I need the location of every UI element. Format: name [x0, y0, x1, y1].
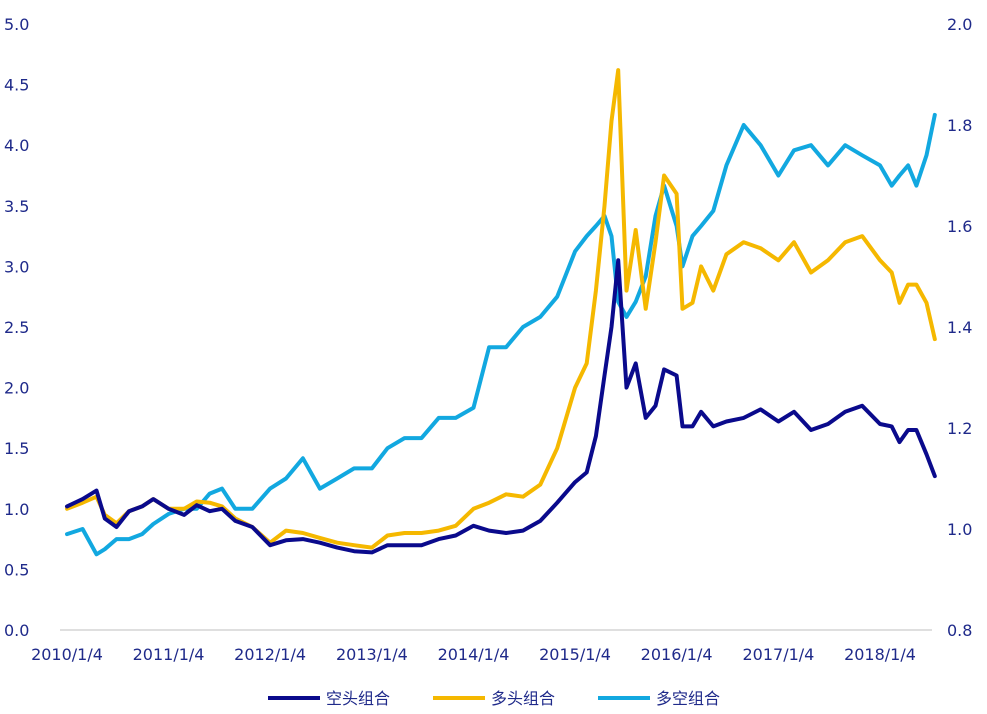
y-right-tick-label: 1.0 [947, 520, 972, 539]
legend-label: 多空组合 [656, 689, 720, 708]
y-right-tick-label: 1.8 [947, 116, 972, 135]
y-left-tick-label: 0.5 [4, 560, 29, 579]
series-line-1 [65, 258, 937, 555]
y-left-tick-label: 1.0 [4, 500, 29, 519]
x-tick-label: 2012/1/4 [234, 645, 306, 664]
y-left-tick-label: 5.0 [4, 15, 29, 34]
x-tick-label: 2015/1/4 [539, 645, 611, 664]
plot-area [65, 68, 937, 557]
y-left-tick-label: 2.5 [4, 318, 29, 337]
y-left-tick-label: 4.0 [4, 136, 29, 155]
y-left-tick-label: 3.5 [4, 197, 29, 216]
y-right-tick-label: 1.4 [947, 318, 972, 337]
y-left-tick-label: 4.5 [4, 76, 29, 95]
y-right-tick-label: 2.0 [947, 15, 972, 34]
x-tick-label: 2011/1/4 [133, 645, 205, 664]
y-left-tick-label: 3.0 [4, 257, 29, 276]
x-axis: 2010/1/4 2011/1/4 2012/1/4 2013/1/4 2014/1/4… [31, 629, 932, 664]
y-right-tick-label: 1.6 [947, 217, 972, 236]
y-left-tick-label: 0.0 [4, 621, 29, 640]
x-tick-label: 2017/1/4 [743, 645, 815, 664]
x-tick-label: 2013/1/4 [336, 645, 408, 664]
series-line-3 [65, 112, 937, 557]
legend-label: 多头组合 [491, 689, 555, 708]
left-axis: 0.0 0.5 1.0 1.5 2.0 2.5 3.0 3.5 4.0 4.5 5.0 [4, 15, 29, 640]
legend-label: 空头组合 [326, 689, 390, 708]
y-right-tick-label: 1.2 [947, 419, 972, 438]
series-line-2 [65, 68, 937, 550]
x-tick-label: 2018/1/4 [844, 645, 916, 664]
y-left-tick-label: 2.0 [4, 379, 29, 398]
x-tick-label: 2016/1/4 [641, 645, 713, 664]
x-tick-label: 2014/1/4 [438, 645, 510, 664]
y-left-tick-label: 1.5 [4, 439, 29, 458]
legend: 空头组合 多头组合 多空组合 [268, 689, 720, 708]
y-right-tick-label: 0.8 [947, 621, 972, 640]
x-tick-label: 2010/1/4 [31, 645, 103, 664]
right-axis: 0.8 1.0 1.2 1.4 1.6 1.8 2.0 [947, 15, 972, 640]
